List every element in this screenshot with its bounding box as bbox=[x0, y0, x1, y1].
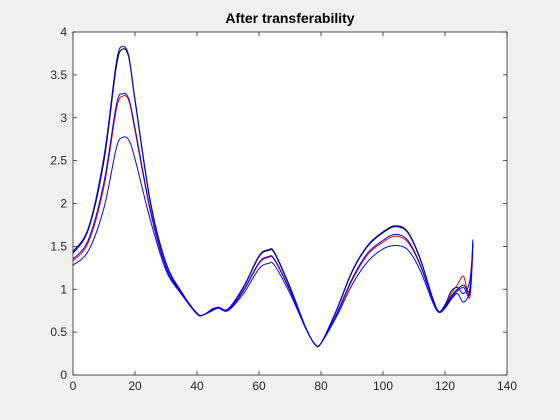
x-tick-label: 100 bbox=[373, 379, 393, 393]
series-line-blue-2 bbox=[72, 136, 474, 347]
y-tick-label: 3.5 bbox=[50, 68, 67, 82]
x-tick-label: 20 bbox=[128, 379, 142, 393]
y-tick-label: 1.5 bbox=[50, 239, 67, 253]
y-tick-label: 0.5 bbox=[50, 325, 67, 339]
x-tick-label: 80 bbox=[314, 379, 328, 393]
y-axis: 0 0.5 1 1.5 2 2.5 3 3.5 4 bbox=[50, 25, 507, 382]
series-layer bbox=[72, 45, 474, 348]
y-tick-label: 2.5 bbox=[50, 154, 67, 168]
x-tick-label: 140 bbox=[497, 379, 517, 393]
x-tick-label: 40 bbox=[190, 379, 204, 393]
series-line-blue-4 bbox=[72, 45, 474, 348]
x-axis: 0 20 40 60 80 100 120 140 bbox=[70, 32, 517, 393]
x-tick-label: 120 bbox=[435, 379, 455, 393]
x-tick-label: 0 bbox=[70, 379, 77, 393]
y-tick-label: 0 bbox=[60, 368, 67, 382]
y-tick-label: 2 bbox=[60, 197, 67, 211]
y-tick-label: 4 bbox=[60, 25, 67, 39]
y-tick-label: 3 bbox=[60, 111, 67, 125]
axes-background bbox=[73, 32, 507, 375]
chart-title: After transferability bbox=[225, 10, 354, 26]
y-tick-label: 1 bbox=[60, 282, 67, 296]
x-tick-label: 60 bbox=[252, 379, 266, 393]
